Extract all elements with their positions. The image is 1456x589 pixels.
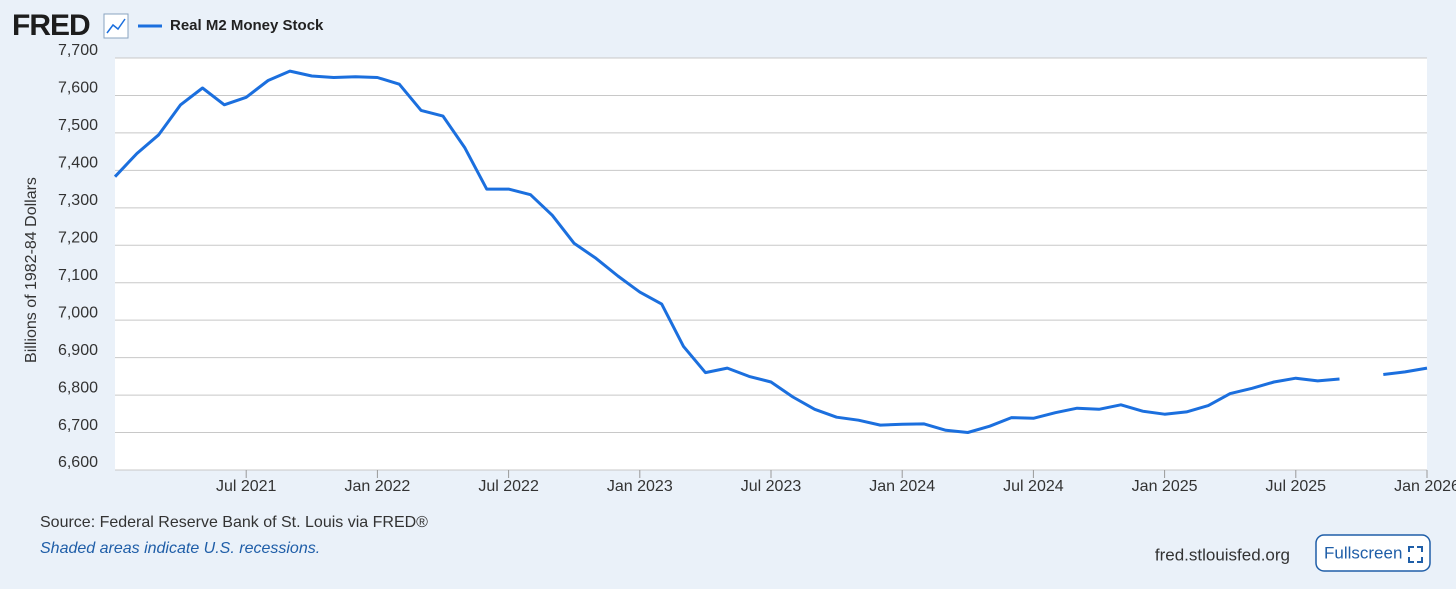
x-tick-label: Jan 2025 <box>1132 478 1198 495</box>
fullscreen-button[interactable]: Fullscreen <box>1315 534 1431 572</box>
y-tick-label: 7,100 <box>58 267 98 284</box>
x-tick-label: Jan 2026 <box>1394 478 1456 495</box>
legend-label: Real M2 Money Stock <box>170 17 324 34</box>
button-label[interactable]: Fullscreen <box>1324 543 1402 562</box>
y-tick-label: 6,600 <box>58 454 98 471</box>
y-tick-label: 6,700 <box>58 417 98 434</box>
x-tick-label: Jan 2024 <box>869 478 935 495</box>
series-line <box>113 69 1428 434</box>
source: Source: Federal Reserve Bank of St. Loui… <box>40 514 428 531</box>
x-tick-label: Jan 2023 <box>607 478 673 495</box>
x-tick-label: Jul 2023 <box>741 478 802 495</box>
button-frame[interactable] <box>1315 534 1431 572</box>
y-tick-label: 7,300 <box>58 192 98 209</box>
logo: FRED <box>12 9 90 42</box>
y-tick-label: 6,800 <box>58 379 98 396</box>
logo-icon <box>103 13 129 39</box>
site: fred.stlouisfed.org <box>1155 545 1290 564</box>
y-tick-label: 7,500 <box>58 117 98 134</box>
y-tick-label: 7,700 <box>58 42 98 59</box>
button-icon[interactable] <box>1408 546 1423 563</box>
x-tick-label: Jul 2022 <box>478 478 539 495</box>
y-tick-label: 7,600 <box>58 80 98 97</box>
y-axis-label: Billions of 1982-84 Dollars <box>23 177 40 363</box>
x-tick-label: Jul 2025 <box>1266 478 1327 495</box>
x-tick-label: Jul 2024 <box>1003 478 1064 495</box>
y-tick-label: 6,900 <box>58 342 98 359</box>
y-tick-label: 7,000 <box>58 304 98 321</box>
x-tick-label: Jul 2021 <box>216 478 277 495</box>
y-tick-label: 7,200 <box>58 229 98 246</box>
plot-area <box>115 58 1427 470</box>
y-tick-label: 7,400 <box>58 155 98 172</box>
note: Shaded areas indicate U.S. recessions. <box>40 540 320 557</box>
x-tick-label: Jan 2022 <box>344 478 410 495</box>
